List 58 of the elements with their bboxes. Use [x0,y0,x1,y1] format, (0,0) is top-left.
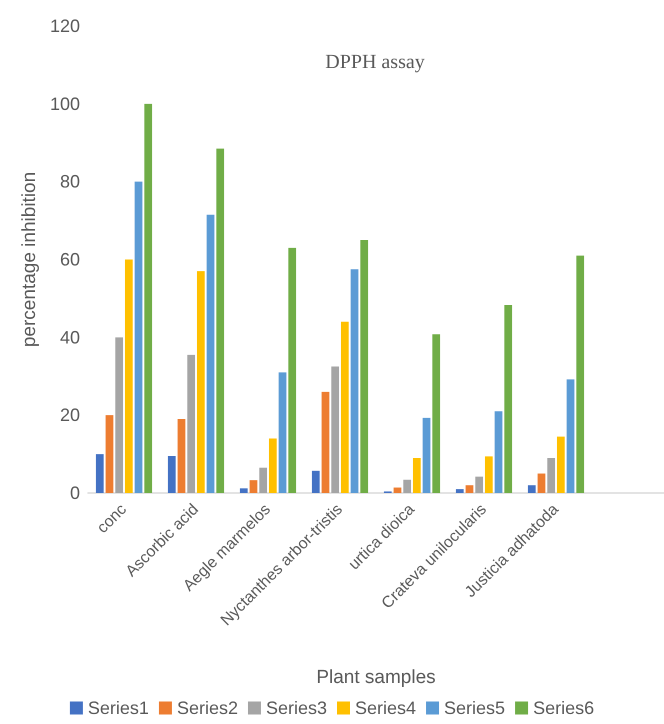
bar [576,256,584,493]
bar [456,489,464,493]
y-tick-label: 40 [60,327,80,348]
bar [144,104,152,493]
x-tick-label: conc [94,500,130,537]
bar [494,411,502,493]
bar [115,337,124,493]
bar [268,438,277,493]
y-tick-label: 100 [50,94,80,114]
bar [206,214,214,493]
y-tick-label: 120 [50,16,80,36]
bar [394,488,402,493]
bar [250,480,258,493]
bar [187,354,196,493]
legend-label: Series1 [88,698,149,718]
y-tick-label: 0 [70,483,80,503]
bar [340,322,349,493]
bar [312,470,320,493]
y-tick-label: 20 [60,405,80,426]
bar [134,182,142,493]
bar [504,305,512,493]
legend-label: Series6 [533,698,594,718]
bar [196,271,205,493]
bar [259,468,268,493]
bar [331,366,340,493]
text: DPPH assay [325,51,425,73]
legend-label: Series3 [266,698,327,718]
bar [412,458,421,493]
bar [528,485,536,493]
bar [288,248,296,493]
y-tick-label: 80 [60,172,80,192]
bar [278,372,286,493]
bar [124,260,133,493]
x-axis-title: Plant samples [316,667,436,688]
legend-label: Series2 [176,698,238,718]
bar [240,488,248,493]
bar [178,419,186,493]
bar [403,480,412,493]
bar [106,415,114,493]
legend-label: Series5 [444,698,506,718]
bar [350,269,358,493]
bar [466,485,474,493]
bar [475,476,484,493]
bar [566,379,574,493]
bar [547,458,556,493]
bar [538,474,546,493]
bar [484,456,493,493]
bar [322,392,330,493]
y-tick-label: 60 [60,250,80,270]
bar [422,418,430,493]
bar [216,148,224,493]
bar [96,454,104,493]
y-axis-title: percentage inhibition [19,172,40,348]
legend-label: Series4 [355,698,416,718]
bar [432,334,440,493]
bar [168,456,176,493]
bar [556,436,565,493]
bar [360,240,368,493]
